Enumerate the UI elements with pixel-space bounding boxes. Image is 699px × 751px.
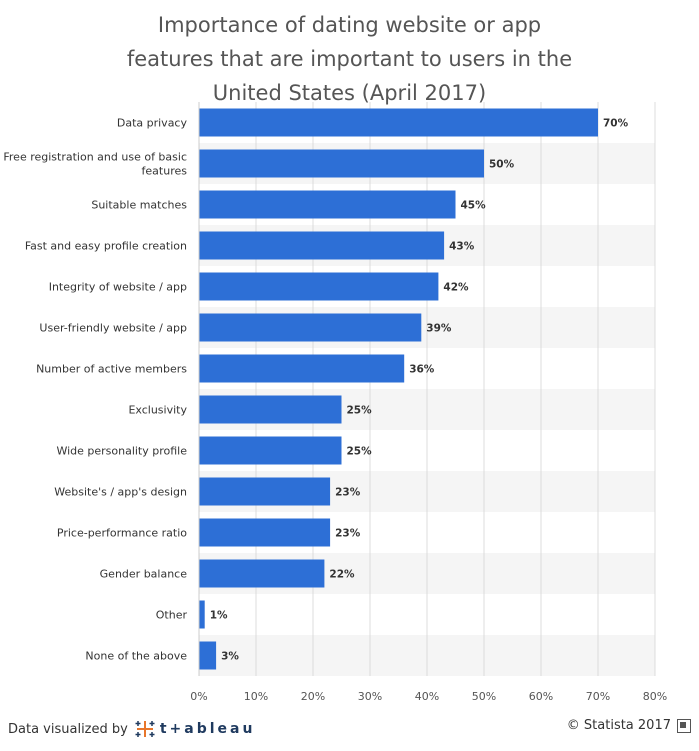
chart-title-line-3: United States (April 2017) <box>212 81 487 105</box>
bar <box>199 559 325 588</box>
category-label: Price-performance ratio <box>57 527 187 540</box>
category-label: Website's / app's design <box>54 486 187 499</box>
bar <box>199 272 439 301</box>
x-tick-label: 80% <box>643 690 667 703</box>
x-tick-label: 10% <box>244 690 268 703</box>
category-label: Number of active members <box>36 363 187 376</box>
value-label: 23% <box>335 487 361 499</box>
category-label: Wide personality profile <box>56 445 187 458</box>
footer-copyright: © Statista 2017 <box>567 718 691 733</box>
bar <box>199 518 331 547</box>
x-tick-label: 40% <box>415 690 439 703</box>
category-label: Integrity of website / app <box>49 281 187 294</box>
bar <box>199 477 331 506</box>
value-label: 45% <box>461 200 487 212</box>
chart-title-line-1: Importance of dating website or app <box>157 13 542 37</box>
category-label: None of the above <box>85 650 187 663</box>
category-label: Gender balance <box>100 568 188 581</box>
value-label: 1% <box>210 610 228 622</box>
category-label: User-friendly website / app <box>39 322 187 335</box>
category-label: Data privacy <box>117 117 188 130</box>
bar <box>199 436 342 465</box>
chart-title-line-2: features that are important to users in … <box>126 47 573 71</box>
value-label: 36% <box>409 364 435 376</box>
chart-title: Importance of dating website or app feat… <box>0 8 699 110</box>
category-label: Free registration and use of basic <box>3 151 187 164</box>
bar <box>199 313 422 342</box>
category-label: Other <box>156 609 188 622</box>
category-label: Exclusivity <box>128 404 187 417</box>
bar <box>199 641 217 670</box>
value-label: 43% <box>449 241 475 253</box>
x-tick-label: 50% <box>472 690 496 703</box>
value-label: 25% <box>347 446 373 458</box>
bar <box>199 600 205 629</box>
category-label: Fast and easy profile creation <box>25 240 187 253</box>
bar <box>199 190 456 219</box>
bar <box>199 395 342 424</box>
value-label: 23% <box>335 528 361 540</box>
footer-credit: Data visualized by t+ableau <box>8 718 255 740</box>
tableau-logo[interactable]: t+ableau <box>134 718 256 740</box>
category-label: features <box>142 165 188 178</box>
bar <box>199 354 405 383</box>
value-label: 3% <box>221 651 239 663</box>
tableau-wordmark: t+ableau <box>159 721 256 737</box>
value-label: 22% <box>329 569 355 581</box>
statista-flag-icon[interactable] <box>677 718 691 733</box>
bar <box>199 231 445 260</box>
bar <box>199 108 598 137</box>
copyright-text: © Statista 2017 <box>566 718 671 733</box>
x-tick-label: 60% <box>529 690 553 703</box>
x-tick-label: 30% <box>358 690 382 703</box>
bar <box>199 149 484 178</box>
value-label: 50% <box>489 159 515 171</box>
x-tick-label: 0% <box>190 690 207 703</box>
value-label: 70% <box>603 118 629 130</box>
value-label: 42% <box>443 282 469 294</box>
value-label: 25% <box>347 405 373 417</box>
x-tick-label: 70% <box>586 690 610 703</box>
category-label: Suitable matches <box>91 199 187 212</box>
value-label: 39% <box>426 323 452 335</box>
footer-credit-text: Data visualized by <box>8 721 128 737</box>
tableau-plus-icon <box>135 721 155 737</box>
x-tick-label: 20% <box>301 690 325 703</box>
